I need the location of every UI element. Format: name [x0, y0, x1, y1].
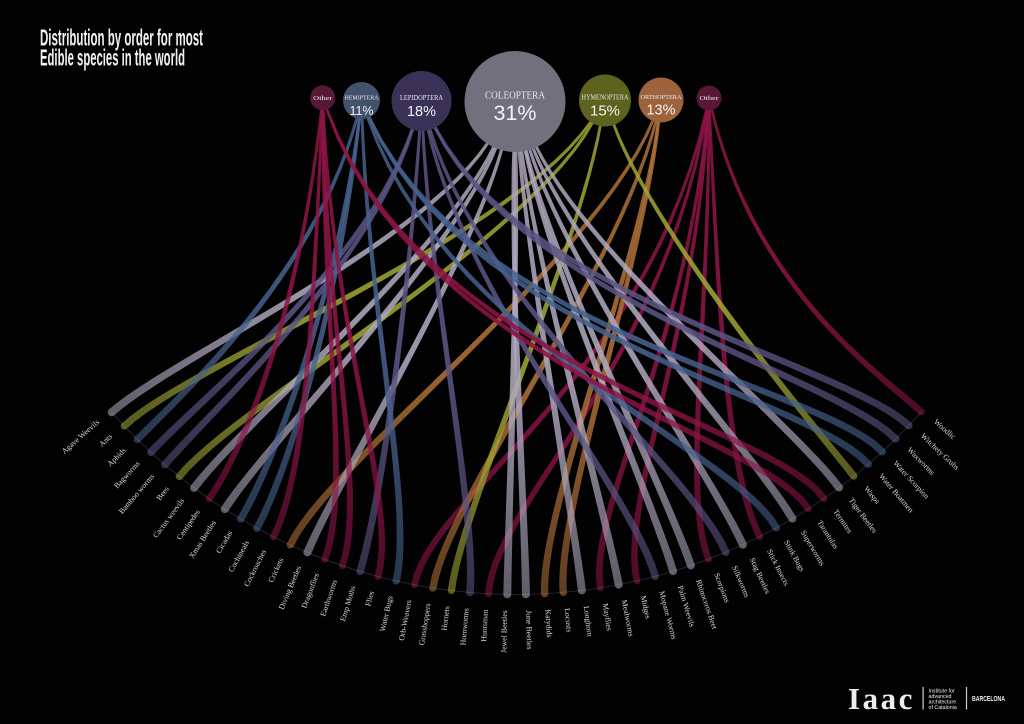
- svg-text:Longhorn: Longhorn: [582, 605, 595, 637]
- svg-text:Other: Other: [313, 95, 333, 102]
- svg-text:Jewel Beetles: Jewel Beetles: [499, 610, 509, 653]
- svg-text:18%: 18%: [407, 104, 436, 120]
- svg-text:HYMENOPTERA: HYMENOPTERA: [582, 94, 629, 101]
- svg-text:Other: Other: [700, 95, 720, 102]
- svg-text:ORTHOPTERA: ORTHOPTERA: [641, 94, 682, 101]
- svg-text:advanced: advanced: [929, 694, 952, 700]
- svg-text:Locusts: Locusts: [563, 608, 574, 633]
- svg-text:Edible species in the world: Edible species in the world: [40, 45, 185, 71]
- svg-text:15%: 15%: [590, 103, 620, 120]
- svg-text:LEPIDOPTERA: LEPIDOPTERA: [400, 95, 443, 102]
- svg-text:of Catalonia: of Catalonia: [929, 705, 957, 711]
- svg-text:COLEOPTERA: COLEOPTERA: [485, 90, 546, 101]
- svg-text:BARCELONA: BARCELONA: [972, 696, 1005, 703]
- svg-text:Hornets: Hornets: [440, 606, 452, 632]
- svg-text:June Beetles: June Beetles: [524, 610, 534, 649]
- svg-text:Iaac: Iaac: [848, 681, 915, 716]
- svg-text:HEMIPTERA: HEMIPTERA: [345, 94, 379, 101]
- svg-text:architecture: architecture: [929, 700, 957, 706]
- svg-text:Distribution by order for most: Distribution by order for most: [40, 25, 203, 51]
- svg-text:Katydids: Katydids: [544, 609, 554, 638]
- svg-text:Flies: Flies: [363, 590, 376, 607]
- svg-text:31%: 31%: [493, 101, 536, 125]
- svg-text:Institute for: Institute for: [929, 689, 955, 695]
- svg-text:13%: 13%: [646, 102, 675, 118]
- svg-text:11%: 11%: [349, 104, 373, 118]
- svg-text:Huntsman: Huntsman: [479, 609, 490, 642]
- svg-text:Mayflies: Mayflies: [601, 603, 614, 632]
- svg-text:Hornworms: Hornworms: [458, 608, 470, 646]
